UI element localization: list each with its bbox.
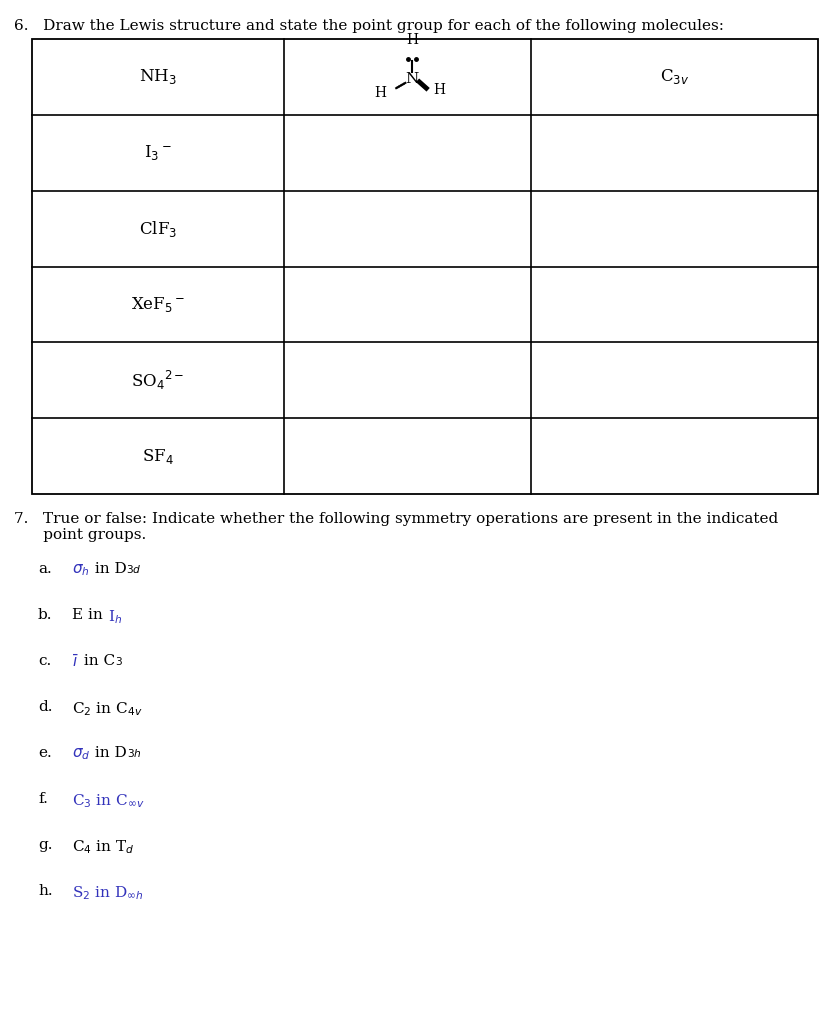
Text: f.: f.	[38, 792, 48, 806]
Text: E in: E in	[72, 608, 108, 622]
Text: H: H	[433, 83, 445, 97]
Text: h.: h.	[38, 884, 53, 898]
Text: $\bar{\imath}$: $\bar{\imath}$	[72, 654, 78, 670]
Bar	[32, 39, 818, 494]
Text: a.: a.	[38, 562, 52, 575]
Text: C$_{3v}$: C$_{3v}$	[660, 68, 689, 86]
Text: C$_3$ in C$_{\infty v}$: C$_3$ in C$_{\infty v}$	[72, 792, 144, 810]
Text: g.: g.	[38, 838, 53, 852]
Text: H: H	[407, 33, 418, 47]
Text: I$_3$$^-$: I$_3$$^-$	[144, 143, 171, 162]
Text: in D: in D	[90, 746, 127, 760]
Text: b.: b.	[38, 608, 53, 622]
Text: C$_4$ in T$_d$: C$_4$ in T$_d$	[72, 838, 134, 856]
Text: SO$_4$$^{2-}$: SO$_4$$^{2-}$	[131, 369, 185, 392]
Text: $_3$: $_3$	[114, 654, 123, 668]
Text: N: N	[406, 72, 419, 86]
Text: e.: e.	[38, 746, 52, 760]
Text: $\sigma_h$: $\sigma_h$	[72, 562, 89, 578]
Text: XeF$_5$$^-$: XeF$_5$$^-$	[130, 295, 185, 314]
Text: $_{3h}$: $_{3h}$	[127, 746, 142, 760]
Text: in D: in D	[89, 562, 126, 575]
Text: point groups.: point groups.	[14, 528, 146, 542]
Text: $\sigma_d$: $\sigma_d$	[72, 746, 90, 762]
Text: $_{3d}$: $_{3d}$	[126, 562, 142, 575]
Text: c.: c.	[38, 654, 51, 668]
Text: in C: in C	[78, 654, 114, 668]
Text: SF$_4$: SF$_4$	[142, 446, 174, 466]
Text: H: H	[374, 86, 387, 99]
Text: I$_h$: I$_h$	[108, 608, 122, 626]
Text: ClF$_3$: ClF$_3$	[139, 218, 177, 239]
Text: C$_2$ in C$_{4v}$: C$_2$ in C$_{4v}$	[72, 700, 143, 718]
Text: S$_2$ in D$_{\infty h}$: S$_2$ in D$_{\infty h}$	[72, 884, 144, 902]
Text: NH$_3$: NH$_3$	[139, 68, 177, 86]
Text: d.: d.	[38, 700, 53, 714]
Text: 6.   Draw the Lewis structure and state the point group for each of the followin: 6. Draw the Lewis structure and state th…	[14, 19, 724, 33]
Text: 7.   True or false: Indicate whether the following symmetry operations are prese: 7. True or false: Indicate whether the f…	[14, 512, 778, 526]
